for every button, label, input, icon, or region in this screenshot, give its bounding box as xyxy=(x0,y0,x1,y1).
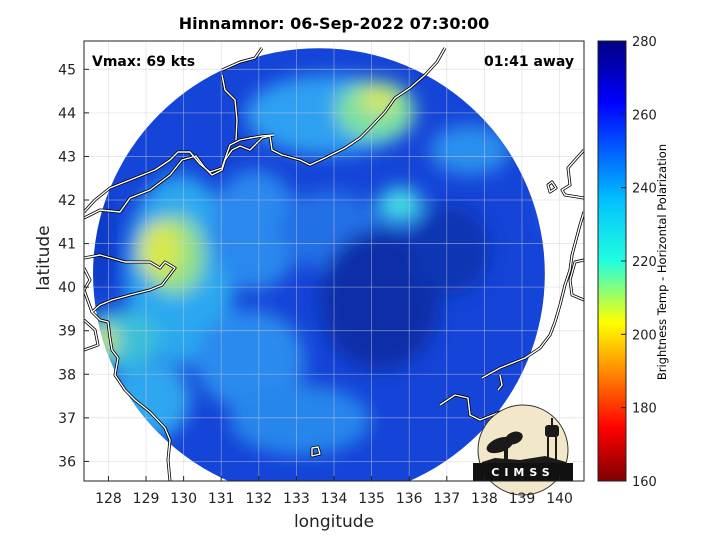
x-tick-label: 136 xyxy=(396,491,423,507)
x-tick-label: 134 xyxy=(321,491,348,507)
map-title: Hinnamnor: 06-Sep-2022 07:30:00 xyxy=(178,14,490,33)
colorbar-tick-label: 180 xyxy=(632,402,657,417)
colorbar-tick-label: 260 xyxy=(632,108,657,123)
y-tick-label: 39 xyxy=(58,324,76,340)
y-tick-label: 37 xyxy=(58,411,76,427)
y-tick-label: 41 xyxy=(58,237,76,253)
y-tick-label: 42 xyxy=(58,193,76,209)
x-tick-label: 135 xyxy=(358,491,385,507)
y-tick-label: 44 xyxy=(58,106,76,122)
vmax-label: Vmax: 69 kts xyxy=(92,54,196,70)
colorbar-tick-label: 240 xyxy=(632,182,657,197)
x-tick-label: 128 xyxy=(95,491,122,507)
colorbar-label: Brightness Temp - Horizontal Polarizatio… xyxy=(655,143,669,381)
y-tick-label: 40 xyxy=(58,280,76,296)
y-tick-label: 45 xyxy=(58,62,76,78)
x-tick-label: 130 xyxy=(170,491,197,507)
x-tick-label: 129 xyxy=(133,491,160,507)
x-axis-label: longitude xyxy=(293,512,375,532)
x-tick-label: 131 xyxy=(208,491,235,507)
colorbar-ticks: 160 180 200 220 240 260 280 xyxy=(621,35,657,490)
colorbar-tick-label: 160 xyxy=(632,475,657,490)
x-tick-label: 137 xyxy=(433,491,460,507)
coastlines xyxy=(84,47,584,481)
y-tick-label: 43 xyxy=(58,149,76,165)
colorbar-tick-label: 280 xyxy=(632,35,657,50)
colorbar-tick-label: 200 xyxy=(632,328,657,343)
x-axis-ticks: 128 129 130 131 132 133 134 135 136 137 138 139 140 xyxy=(95,476,573,507)
x-tick-label: 138 xyxy=(471,491,498,507)
y-axis-ticks: 36 37 38 39 40 41 42 43 44 45 xyxy=(58,62,89,470)
colorbar-tick-label: 220 xyxy=(632,255,657,270)
x-tick-label: 140 xyxy=(546,491,573,507)
x-tick-label: 132 xyxy=(245,491,272,507)
cimss-logo-text: CIMSS xyxy=(491,466,554,479)
time-away-label: 01:41 away xyxy=(484,54,574,70)
y-tick-label: 38 xyxy=(58,367,76,383)
x-tick-label: 139 xyxy=(509,491,536,507)
x-tick-label: 133 xyxy=(283,491,310,507)
y-axis-label: latitude xyxy=(34,225,54,291)
y-tick-label: 36 xyxy=(58,454,76,470)
cimss-logo: CIMSS xyxy=(473,404,573,496)
